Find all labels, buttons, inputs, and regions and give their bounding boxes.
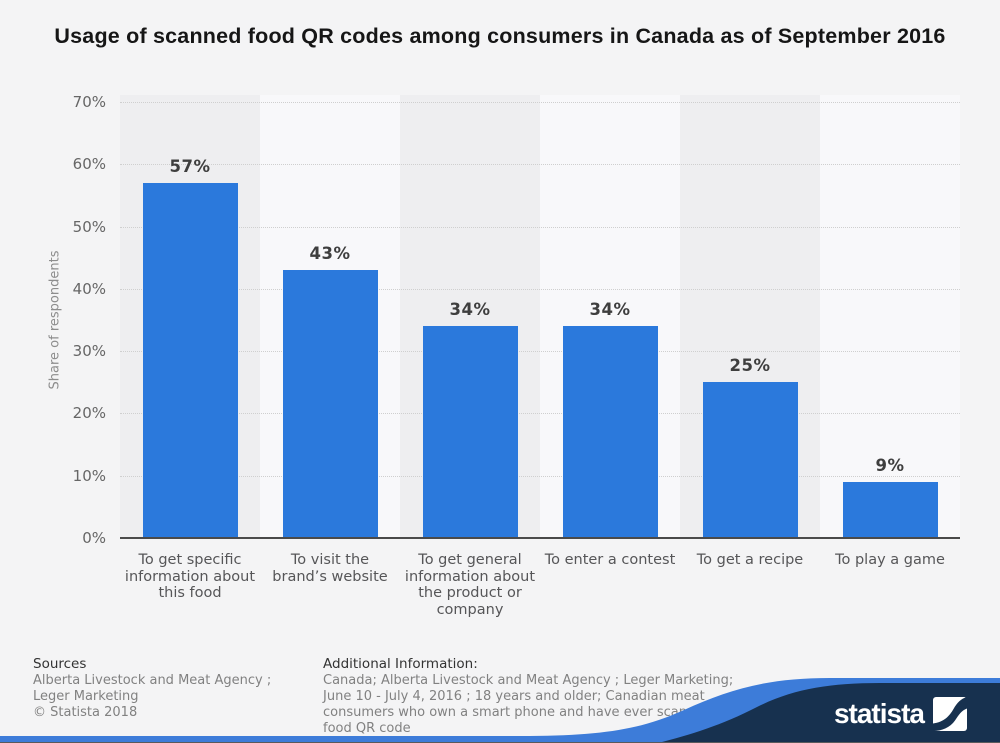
value-label-5: 25% bbox=[729, 356, 771, 375]
bar-5 bbox=[702, 382, 798, 538]
additional-info-text: Canada; Alberta Livestock and Meat Agenc… bbox=[323, 673, 734, 736]
y-tick-label: 20% bbox=[72, 404, 106, 423]
bar-3 bbox=[422, 326, 518, 538]
x-axis-labels: To get specific information about this f… bbox=[120, 552, 960, 618]
y-tick-label: 10% bbox=[72, 466, 106, 485]
sources-heading: Sources bbox=[33, 656, 87, 672]
x-axis-label: To get specific information about this f… bbox=[124, 552, 256, 601]
y-tick-label: 60% bbox=[72, 155, 106, 174]
bar-1 bbox=[142, 183, 238, 538]
y-axis-title: Share of respondents bbox=[47, 250, 63, 390]
bar-6 bbox=[842, 482, 938, 538]
gridline bbox=[120, 288, 960, 290]
x-axis-label: To play a game bbox=[835, 552, 945, 568]
column-band bbox=[820, 95, 960, 538]
value-label-2: 43% bbox=[309, 244, 351, 263]
x-axis-label: To visit the brand’s website bbox=[272, 552, 388, 585]
value-label-6: 9% bbox=[875, 456, 905, 475]
bar-column-5: 25% bbox=[702, 102, 798, 538]
navy-wave-shape bbox=[658, 683, 1000, 743]
bar-column-4: 34% bbox=[562, 102, 658, 538]
bar-column-2: 43% bbox=[282, 102, 378, 538]
bar-column-3: 34% bbox=[422, 102, 518, 538]
sources-block: Sources Alberta Livestock and Meat Agenc… bbox=[33, 656, 311, 721]
plot-area: 57% 43% 34% 34% 25% 9% bbox=[120, 95, 960, 538]
gridline bbox=[120, 102, 960, 103]
bar-2 bbox=[282, 270, 378, 538]
gridline bbox=[120, 226, 960, 228]
statista-wave-banner bbox=[0, 678, 1000, 743]
x-axis-line bbox=[120, 536, 960, 539]
value-label-3: 34% bbox=[449, 300, 491, 319]
y-tick-label: 30% bbox=[72, 342, 106, 361]
sources-text: Alberta Livestock and Meat Agency ; Lege… bbox=[33, 673, 272, 704]
bar-4 bbox=[562, 326, 658, 538]
value-label-1: 57% bbox=[169, 157, 211, 176]
chart-title: Usage of scanned food QR codes among con… bbox=[54, 24, 946, 48]
x-axis-label: To get general information about the pro… bbox=[404, 552, 536, 618]
x-axis-label: To get a recipe bbox=[696, 552, 804, 568]
y-tick-label: 0% bbox=[82, 529, 106, 547]
gridline bbox=[120, 164, 960, 166]
additional-info-heading: Additional Information: bbox=[323, 656, 478, 672]
copyright-text: © Statista 2018 bbox=[33, 705, 138, 720]
gridline bbox=[120, 351, 960, 353]
bar-column-1: 57% bbox=[142, 102, 238, 538]
x-axis-label: To enter a contest bbox=[544, 552, 676, 568]
value-label-4: 34% bbox=[589, 300, 631, 319]
statista-logo-icon bbox=[933, 697, 967, 731]
additional-info-block: Additional Information: Canada; Alberta … bbox=[323, 656, 751, 737]
statista-logo: statista bbox=[834, 697, 967, 731]
bar-column-6: 9% bbox=[842, 102, 938, 538]
statista-wordmark: statista bbox=[833, 698, 925, 729]
bottom-border bbox=[0, 741, 1000, 743]
gridline bbox=[120, 413, 960, 415]
y-tick-label: 40% bbox=[72, 279, 106, 298]
gridline bbox=[120, 475, 960, 477]
y-tick-label: 70% bbox=[72, 93, 106, 111]
y-tick-label: 50% bbox=[72, 217, 106, 236]
